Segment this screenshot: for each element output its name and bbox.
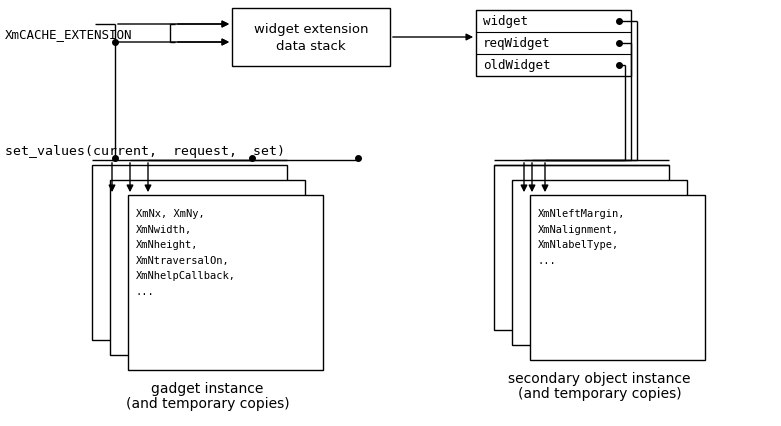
Text: (and temporary copies): (and temporary copies) (518, 387, 681, 401)
Text: widget extension: widget extension (254, 23, 369, 35)
Bar (110, 180, 305, 355)
Bar (232, 8, 390, 66)
Bar (92, 165, 287, 340)
Text: secondary object instance: secondary object instance (508, 372, 690, 386)
Bar (476, 10, 631, 76)
Bar (494, 165, 669, 330)
Text: (and temporary copies): (and temporary copies) (126, 397, 289, 411)
Bar (128, 195, 323, 370)
Bar (512, 180, 687, 345)
Text: oldWidget: oldWidget (483, 58, 551, 72)
Text: data stack: data stack (276, 40, 346, 54)
Text: widget: widget (483, 14, 528, 28)
Text: set_values(current,  request,  set): set_values(current, request, set) (5, 145, 285, 158)
Text: XmCACHE_EXTENSION: XmCACHE_EXTENSION (5, 28, 133, 41)
Bar (530, 195, 705, 360)
Text: XmNleftMargin,
XmNalignment,
XmNlabelType,
...: XmNleftMargin, XmNalignment, XmNlabelTyp… (538, 209, 626, 266)
Text: reqWidget: reqWidget (483, 37, 551, 49)
Text: gadget instance: gadget instance (152, 382, 264, 396)
Text: XmNx, XmNy,
XmNwidth,
XmNheight,
XmNtraversalOn,
XmNhelpCallback,
...: XmNx, XmNy, XmNwidth, XmNheight, XmNtrav… (136, 209, 236, 297)
